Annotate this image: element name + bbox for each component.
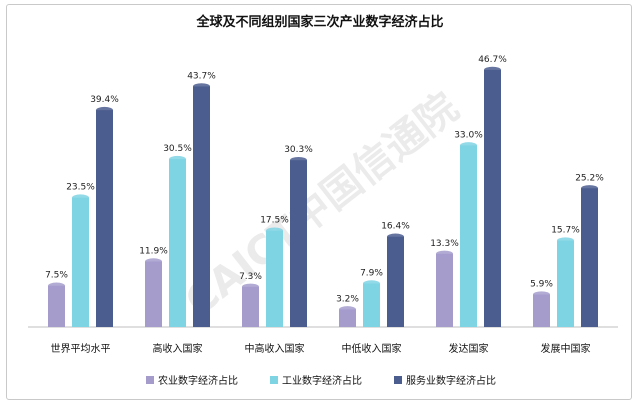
data-label: 7.5% bbox=[45, 271, 68, 281]
category-label: 世界平均水平 bbox=[51, 343, 111, 355]
bar-3-4 bbox=[387, 236, 404, 327]
data-label: 5.9% bbox=[530, 280, 553, 290]
data-label: 11.9% bbox=[139, 246, 168, 256]
bar-1-2 bbox=[145, 261, 162, 327]
bar-cap-2-1 bbox=[72, 194, 89, 201]
bar-cap-3-1 bbox=[96, 106, 113, 114]
bar-cap-1-2 bbox=[145, 258, 162, 265]
bar-cap-1-3 bbox=[242, 283, 259, 291]
legend-swatch bbox=[146, 376, 154, 384]
bar-1-6 bbox=[533, 294, 550, 327]
data-label: 13.3% bbox=[430, 239, 459, 249]
bar-2-1 bbox=[72, 197, 89, 327]
bar-cap-2-6 bbox=[557, 237, 574, 244]
category-label: 中低收入国家 bbox=[342, 342, 402, 355]
bar-2-2 bbox=[169, 159, 186, 327]
bar-3-5 bbox=[484, 69, 501, 328]
bar-cap-3-3 bbox=[290, 156, 307, 164]
bar-cap-3-5 bbox=[484, 66, 501, 74]
category-label: 发展中国家 bbox=[541, 342, 591, 355]
data-label: 7.3% bbox=[239, 272, 262, 282]
data-label: 43.7% bbox=[187, 71, 216, 81]
watermark: CAICT中国信通院 bbox=[177, 84, 467, 325]
bar-2-4 bbox=[363, 283, 380, 327]
bar-cap-3-6 bbox=[581, 185, 598, 192]
data-label: 3.2% bbox=[336, 294, 359, 304]
bar-cap-3-4 bbox=[387, 233, 404, 240]
data-label: 30.5% bbox=[163, 144, 192, 154]
data-label: 33.0% bbox=[454, 130, 483, 140]
chart-title: 全球及不同组别国家三次产业数字经济占比 bbox=[195, 14, 443, 30]
data-label: 7.9% bbox=[360, 269, 383, 279]
bar-cap-2-4 bbox=[363, 280, 380, 287]
bar-3-2 bbox=[193, 86, 210, 327]
data-label: 46.7% bbox=[478, 55, 507, 65]
bar-1-5 bbox=[436, 253, 453, 327]
data-label: 25.2% bbox=[575, 173, 604, 183]
legend-swatch bbox=[270, 376, 278, 384]
bar-2-6 bbox=[557, 240, 574, 327]
data-label: 16.4% bbox=[381, 222, 410, 232]
legend: 农业数字经济占比 工业数字经济占比 服务业数字经济占比 bbox=[146, 374, 496, 387]
legend-label: 农业数字经济占比 bbox=[158, 374, 238, 387]
legend-label: 服务业数字经济占比 bbox=[406, 374, 496, 387]
bar-cap-1-4 bbox=[339, 306, 356, 313]
legend-label: 工业数字经济占比 bbox=[282, 374, 362, 387]
bar-3-6 bbox=[581, 188, 598, 327]
data-label: 39.4% bbox=[90, 95, 119, 105]
bar-2-5 bbox=[460, 145, 477, 327]
bar-1-1 bbox=[48, 285, 65, 327]
category-label: 发达国家 bbox=[449, 342, 489, 355]
bar-3-3 bbox=[290, 160, 307, 327]
legend-swatch bbox=[394, 376, 402, 384]
bar-1-4 bbox=[339, 309, 356, 327]
bar-cap-1-1 bbox=[48, 282, 65, 289]
category-label: 中高收入国家 bbox=[245, 342, 305, 355]
data-label: 17.5% bbox=[260, 216, 289, 226]
bar-1-3 bbox=[242, 286, 259, 327]
watermark-text: CAICT中国信通院 bbox=[177, 84, 467, 325]
data-label: 30.3% bbox=[284, 145, 313, 155]
bar-3-1 bbox=[96, 110, 113, 327]
data-label: 23.5% bbox=[66, 183, 95, 193]
data-label: 15.7% bbox=[551, 226, 580, 236]
bar-cap-3-2 bbox=[193, 83, 210, 90]
category-label: 高收入国家 bbox=[153, 342, 203, 355]
bar-cap-2-3 bbox=[266, 227, 283, 234]
bar-cap-2-2 bbox=[169, 155, 186, 163]
bar-2-3 bbox=[266, 230, 283, 327]
bar-cap-1-5 bbox=[436, 250, 453, 257]
bar-cap-2-5 bbox=[460, 142, 477, 149]
bar-cap-1-6 bbox=[533, 291, 550, 298]
